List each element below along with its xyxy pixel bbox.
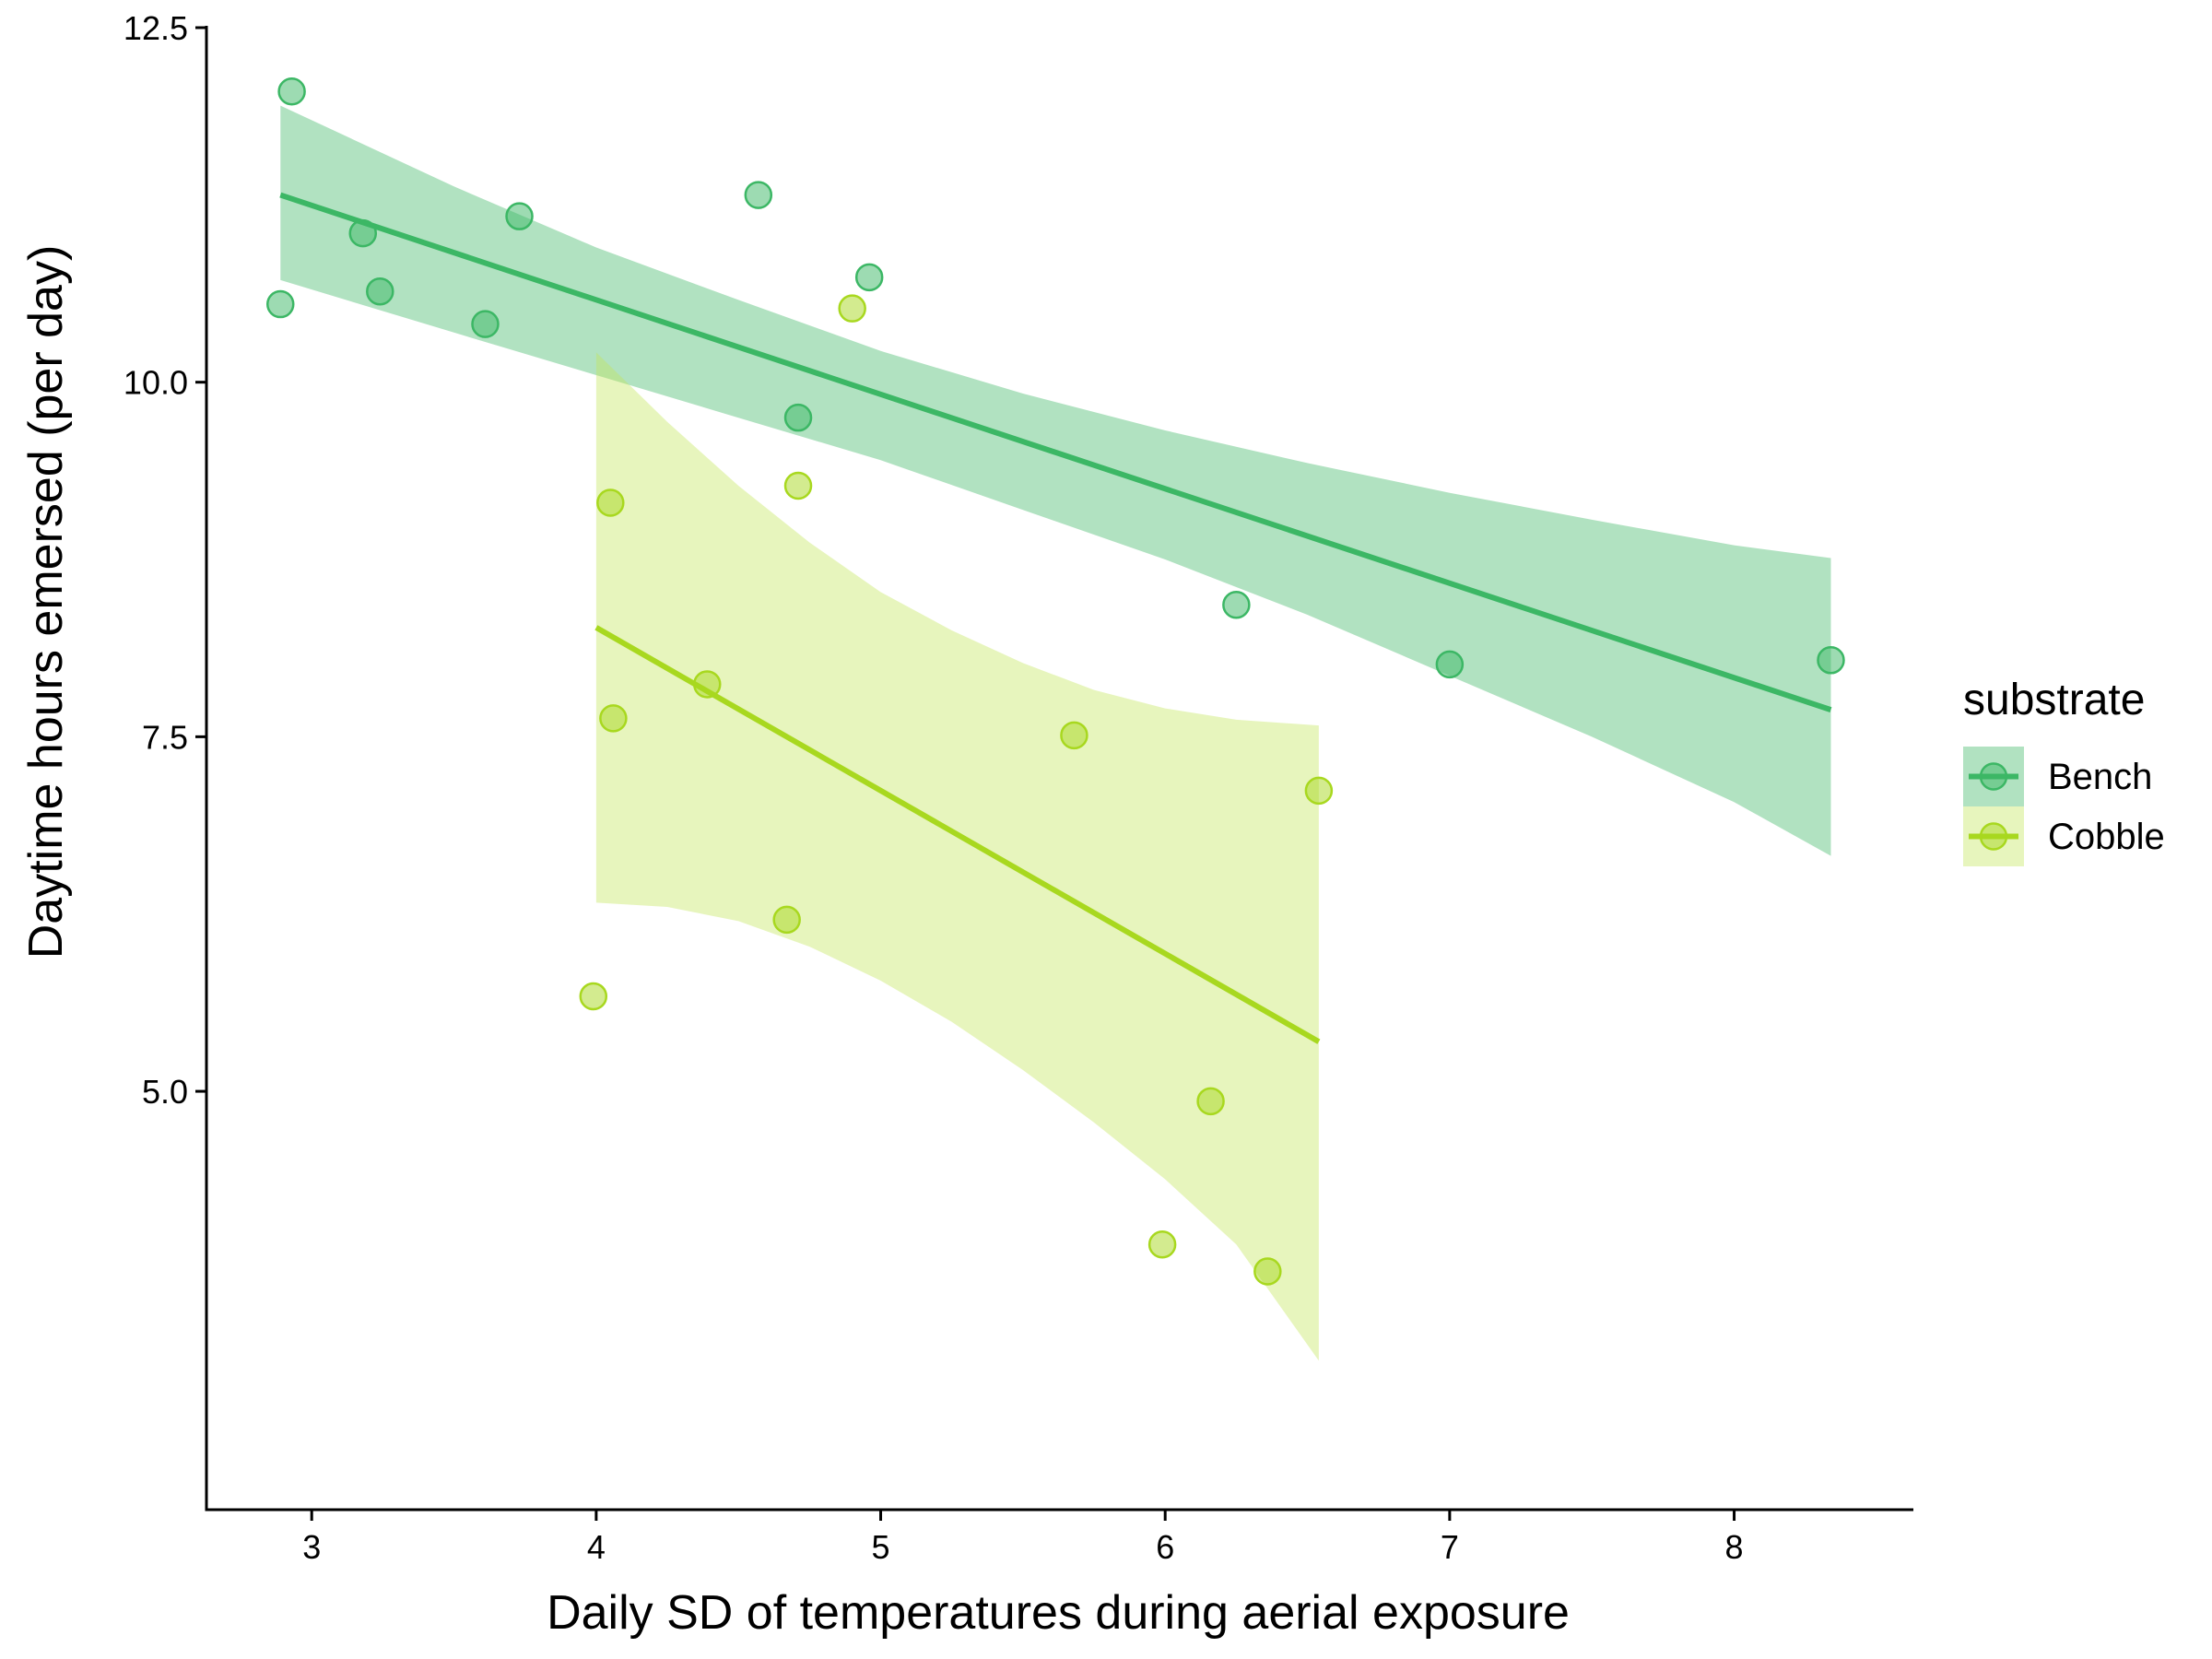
legend-title: substrate xyxy=(1963,676,2145,724)
legend-label-bench: Bench xyxy=(2048,757,2152,797)
cobble-data-point xyxy=(772,905,801,935)
y-tick-label: 10.0 xyxy=(124,364,188,402)
x-tick-label: 7 xyxy=(1441,1528,1459,1566)
confidence-ribbons xyxy=(280,105,1831,1361)
bench-data-point xyxy=(348,218,378,248)
x-tick-label: 4 xyxy=(587,1528,606,1566)
cobble-data-point xyxy=(596,488,625,517)
y-axis-title: Daytime hours emersed (per day) xyxy=(19,245,73,959)
x-axis-title: Daily SD of temperatures during aerial e… xyxy=(547,1586,1570,1640)
cobble-data-point xyxy=(599,704,628,733)
cobble-data-point xyxy=(1253,1257,1282,1286)
x-tick-label: 8 xyxy=(1725,1528,1744,1566)
x-tick-label: 6 xyxy=(1156,1528,1174,1566)
y-tick-label: 7.5 xyxy=(142,718,188,756)
x-axis-ticks: 3 4 5 6 7 8 xyxy=(302,1510,1744,1566)
bench-data-point xyxy=(471,310,500,338)
cobble-data-point xyxy=(1196,1087,1225,1116)
cobble-data-point xyxy=(838,294,866,323)
bench-data-point xyxy=(277,76,306,106)
legend-marker-bench xyxy=(1979,762,2008,791)
cobble-data-point xyxy=(1304,776,1334,806)
cobble-data-point xyxy=(783,471,813,500)
y-tick-label: 12.5 xyxy=(124,9,188,47)
axes: 3 4 5 6 7 8 5.0 7.5 10.0 12.5 xyxy=(124,9,1913,1566)
legend-label-cobble: Cobble xyxy=(2048,817,2165,857)
legend-items: Bench Cobble xyxy=(1963,747,2165,866)
cobble-confidence-band xyxy=(595,352,1319,1361)
bench-fit-line xyxy=(279,192,1832,712)
x-tick-label: 5 xyxy=(872,1528,890,1566)
data-points xyxy=(266,76,1845,1286)
y-tick-label: 5.0 xyxy=(142,1073,188,1111)
y-axis-ticks: 5.0 7.5 10.0 12.5 xyxy=(124,9,206,1111)
bench-data-point xyxy=(783,403,813,432)
x-tick-label: 3 xyxy=(302,1528,321,1566)
cobble-data-point xyxy=(579,982,608,1011)
bench-data-point xyxy=(266,289,295,319)
legend-item-bench: Bench xyxy=(1963,747,2152,806)
legend-item-cobble: Cobble xyxy=(1963,806,2165,866)
bench-data-point xyxy=(366,276,394,306)
cobble-data-point xyxy=(1060,721,1088,750)
bench-data-point xyxy=(744,181,773,209)
bench-data-point xyxy=(1222,591,1251,619)
bench-data-point xyxy=(854,263,884,292)
legend-marker-cobble xyxy=(1979,822,2008,851)
bench-data-point xyxy=(505,202,534,230)
bench-data-point xyxy=(1435,650,1465,679)
bench-data-point xyxy=(1817,646,1845,675)
legend: substrate Bench Cobble xyxy=(1963,676,2165,866)
cobble-data-point xyxy=(693,670,722,699)
cobble-data-point xyxy=(1147,1230,1177,1259)
cobble-fit-line xyxy=(594,625,1321,1044)
regression-lines xyxy=(279,192,1832,1044)
